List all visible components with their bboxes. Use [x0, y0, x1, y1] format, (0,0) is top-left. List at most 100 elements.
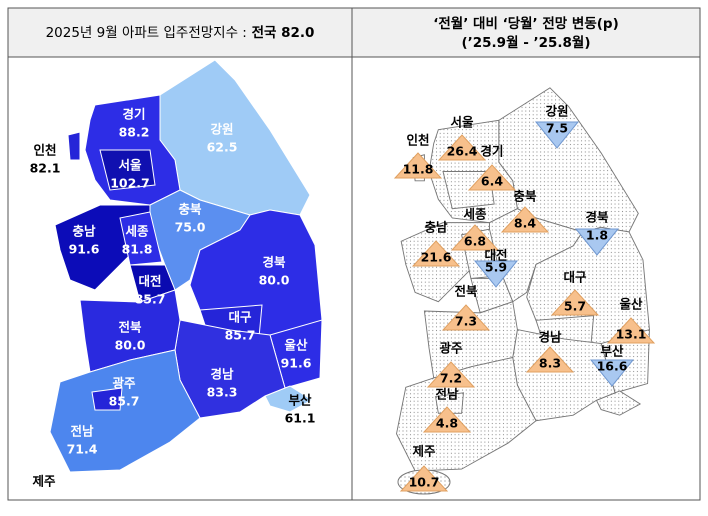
up-triangle	[550, 289, 600, 316]
region-value: 82.1	[30, 161, 61, 176]
region-shape	[119, 211, 163, 266]
right-map: 강원 7.5 서울 26.4 인천 11.8 경기 6.4 충북 8.4 경북 1.8 세종 6.8 충남 2…	[393, 87, 656, 495]
region-name: 인천	[406, 133, 429, 148]
region-name: 강원	[545, 104, 568, 119]
region-name: 부산	[600, 344, 624, 359]
region-value: 80.0	[115, 338, 146, 353]
up-triangle	[437, 134, 487, 161]
region-value: 102.7	[110, 176, 150, 191]
region-change: 13.1	[616, 327, 647, 342]
region-name: 경기	[122, 107, 145, 122]
region-name: 충북	[178, 202, 202, 217]
region-change: 8.4	[514, 216, 536, 231]
frame	[7, 7, 701, 501]
region-value: 71.4	[67, 442, 98, 457]
region-value: 85.7	[109, 394, 140, 409]
up-triangle	[500, 206, 550, 233]
up-triangle	[393, 152, 443, 179]
region-value: 88.2	[119, 125, 150, 140]
down-triangle	[534, 121, 580, 149]
region-value: 81.8	[122, 242, 153, 257]
region-value: 61.1	[285, 411, 316, 426]
up-triangle	[426, 361, 476, 388]
region-value: 85.7	[135, 292, 166, 307]
region-name: 서울	[450, 115, 474, 130]
region-name: 대구	[563, 270, 587, 285]
region-name: 경기	[480, 144, 503, 159]
region-name: 세종	[125, 224, 149, 239]
region-name: 서울	[118, 158, 142, 173]
region-change: 10.7	[409, 475, 440, 490]
right-shapes	[396, 87, 650, 472]
region-shape	[435, 392, 464, 414]
left-header-bg	[8, 8, 352, 57]
region-name: 경북	[585, 210, 609, 225]
down-triangle	[589, 359, 635, 387]
region-shape	[67, 131, 81, 161]
region-name: 충남	[72, 224, 96, 239]
region-name: 경남	[210, 367, 234, 382]
left-title-bold: 전국 82.0	[252, 24, 315, 41]
up-triangle	[467, 164, 517, 191]
region-name: 충북	[513, 189, 537, 204]
region-value: 83.3	[207, 385, 238, 400]
up-triangle	[525, 346, 575, 373]
region-change: 11.8	[403, 162, 434, 177]
up-triangle	[606, 317, 656, 344]
up-triangle	[450, 224, 500, 251]
region-change: 8.3	[539, 356, 561, 371]
up-triangle	[422, 406, 472, 433]
region-name: 전북	[118, 320, 142, 335]
region-name: 대전	[138, 274, 161, 289]
region-change: 4.8	[436, 416, 458, 431]
right-header-bg	[352, 8, 700, 57]
region-shape	[264, 385, 313, 413]
region-change: 16.6	[597, 359, 628, 374]
region-shape	[595, 390, 642, 416]
left-map: 경기 88.2 서울 102.7 인천 82.1 강원 62.5 충북 75.0 충남 91.6 세종 8…	[30, 59, 323, 473]
left-title-prefix: 2025년 9월 아파트 입주전망지수 :	[46, 25, 247, 41]
region-change: 21.6	[421, 250, 452, 265]
right-title-1: ‘전월’ 대비 ‘당월’ 전망 변동(p)	[433, 15, 619, 32]
region-name: 광주	[112, 376, 136, 391]
region-value: 62.5	[207, 140, 238, 155]
down-triangle	[574, 228, 620, 256]
region-name: 충남	[424, 220, 448, 235]
region-shape	[91, 387, 123, 411]
region-name: 경북	[262, 255, 286, 270]
region-name: 강원	[210, 122, 233, 137]
up-triangle	[411, 240, 461, 267]
region-change: 1.8	[586, 228, 608, 243]
region-name: 대구	[228, 310, 252, 325]
region-name: 경남	[538, 330, 562, 345]
left-title: 2025년 9월 아파트 입주전망지수 : 전국 82.0	[46, 24, 315, 41]
down-triangle	[473, 260, 519, 288]
region-value: 75.0	[175, 220, 206, 235]
jeju-label: 제주	[32, 474, 56, 489]
region-name: 대전	[484, 248, 507, 263]
region-name: 울산	[284, 338, 308, 353]
region-value: 85.7	[225, 328, 256, 343]
region-shape	[99, 149, 156, 191]
right-title-2: (’25.9월 - ’25.8월)	[461, 34, 590, 51]
region-name: 전남	[70, 424, 94, 439]
region-change: 7.3	[455, 314, 477, 329]
region-name: 부산	[288, 393, 312, 408]
region-name: 전남	[435, 387, 459, 402]
region-change: 5.7	[564, 299, 586, 314]
region-value: 91.6	[281, 356, 312, 371]
region-change: 7.2	[440, 371, 462, 386]
up-triangle	[399, 465, 449, 492]
region-name: 전북	[454, 284, 478, 299]
region-change: 5.9	[485, 260, 507, 275]
region-change: 6.4	[481, 174, 503, 189]
up-triangle	[441, 304, 491, 331]
region-name: 광주	[439, 341, 463, 356]
region-name: 인천	[33, 143, 56, 158]
region-value: 91.6	[69, 242, 100, 257]
region-change: 7.5	[546, 121, 568, 136]
region-change: 26.4	[447, 144, 478, 159]
region-name: 제주	[412, 444, 436, 459]
region-shape	[49, 349, 201, 473]
